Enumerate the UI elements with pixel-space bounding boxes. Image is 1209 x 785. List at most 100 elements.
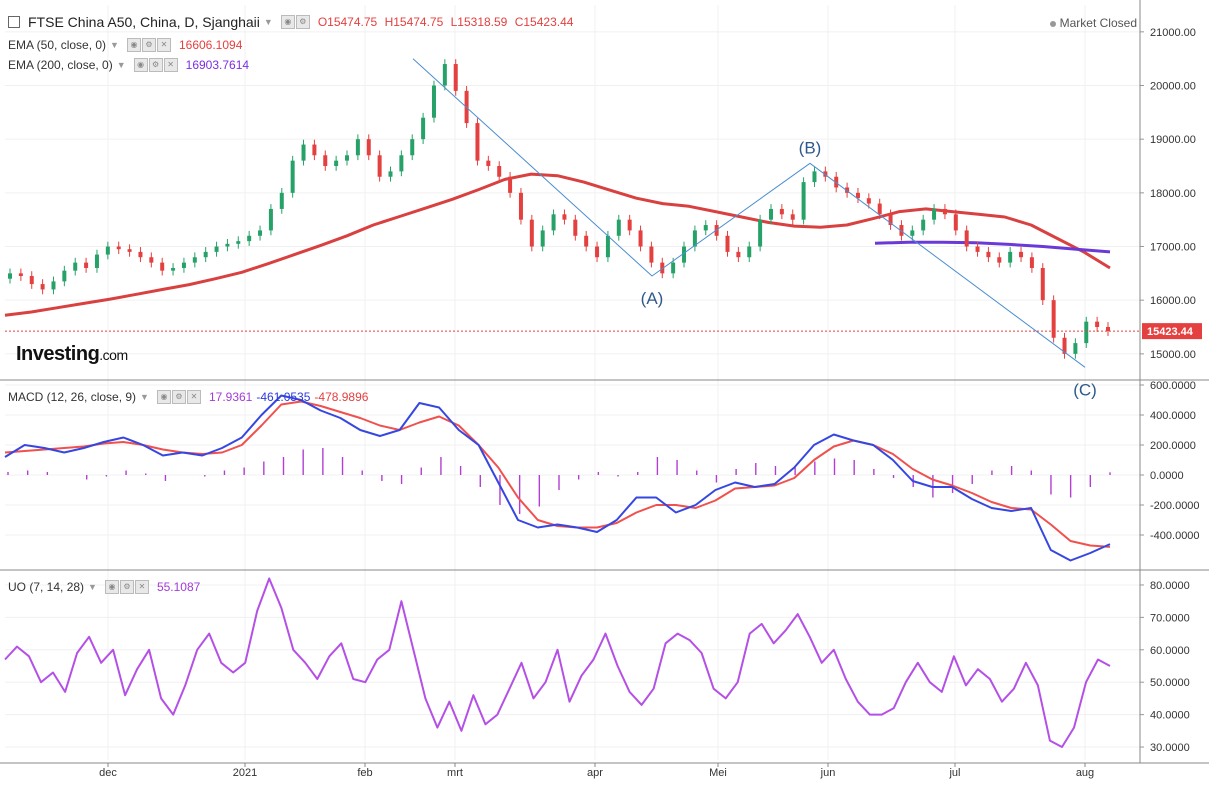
close-icon[interactable]: ✕ [186, 390, 201, 404]
candle-body [290, 160, 295, 193]
candle-body [1008, 251, 1013, 263]
candle-body [584, 235, 589, 247]
candle-body [268, 208, 273, 231]
market-status: Market Closed [1049, 16, 1137, 30]
candle-body [366, 139, 371, 156]
price-axis-tick-label: 20000.00 [1150, 81, 1196, 93]
gear-icon[interactable]: ⚙ [119, 580, 134, 594]
chevron-down-icon[interactable]: ▼ [110, 40, 119, 50]
candle-body [551, 214, 556, 231]
symbol-controls: ◉ ⚙ [280, 15, 310, 29]
low-value: L15318.59 [450, 15, 508, 29]
wave-label: (B) [799, 138, 822, 157]
candle-body [203, 251, 208, 258]
chevron-down-icon[interactable]: ▼ [140, 392, 149, 402]
wave-label: (C) [1073, 380, 1097, 399]
price-axis-tick-label: 18000.00 [1150, 188, 1196, 200]
ema50-controls: ◉ ⚙ ✕ [126, 38, 171, 52]
investing-logo: Investing.com [16, 343, 128, 366]
time-axis-label: aug [1076, 767, 1094, 779]
candle-body [953, 214, 958, 231]
candle-body [573, 219, 578, 236]
gear-icon[interactable]: ⚙ [141, 38, 156, 52]
candle-body [29, 276, 34, 285]
macd-label[interactable]: MACD (12, 26, close, 9) [8, 390, 137, 404]
uo-axis-tick-label: 30.0000 [1150, 742, 1190, 754]
candle-body [138, 251, 143, 258]
chevron-down-icon[interactable]: ▼ [88, 582, 97, 592]
candle-body [40, 284, 45, 290]
uo-label[interactable]: UO (7, 14, 28) [8, 580, 85, 594]
uo-axis-tick-label: 60.0000 [1150, 645, 1190, 657]
ohlc-values: O15474.75 H15474.75 L15318.59 C15423.44 [318, 15, 578, 29]
candle-body [355, 139, 360, 156]
candle-body [84, 262, 89, 268]
price-axis-tick-label: 16000.00 [1150, 295, 1196, 307]
uo-legend: UO (7, 14, 28) ▼ ◉ ⚙ ✕ 55.1087 [8, 580, 200, 594]
ema50-label[interactable]: EMA (50, close, 0) [8, 38, 107, 52]
candle-body [703, 225, 708, 231]
candle-body [605, 235, 610, 258]
candle-body [508, 176, 513, 193]
candle-body [279, 192, 284, 209]
eye-icon[interactable]: ◉ [104, 580, 119, 594]
close-icon[interactable]: ✕ [163, 58, 178, 72]
candle-body [725, 235, 730, 252]
candle-body [747, 246, 752, 258]
chevron-down-icon[interactable]: ▼ [263, 17, 273, 27]
candle-body [149, 257, 154, 263]
macd-axis-tick-label: 600.0000 [1150, 380, 1196, 392]
candle-body [877, 203, 882, 215]
gear-icon[interactable]: ⚙ [171, 390, 186, 404]
candle-body [225, 243, 230, 247]
close-icon[interactable]: ✕ [134, 580, 149, 594]
time-axis-label: dec [99, 767, 117, 779]
gear-icon[interactable]: ⚙ [295, 15, 310, 29]
ema50-line [4, 172, 1111, 317]
eye-icon[interactable]: ◉ [126, 38, 141, 52]
macd-line-value: -461.0535 [256, 390, 311, 404]
candle-body [116, 246, 121, 250]
candle-body [214, 246, 219, 252]
candle-body [323, 155, 328, 167]
symbol-title[interactable]: FTSE China A50, China, D, Sjanghaii [28, 14, 260, 30]
market-status-text: Market Closed [1059, 16, 1137, 30]
candle-body [562, 214, 567, 220]
candle-body [529, 219, 534, 247]
high-value: H15474.75 [384, 15, 444, 29]
candle-body [62, 270, 67, 282]
candle-body [801, 182, 806, 220]
uo-axis-tick-label: 80.0000 [1150, 580, 1190, 592]
candle-body [834, 176, 839, 188]
candle-body [1051, 300, 1056, 338]
candle-body [910, 230, 915, 236]
ema200-legend: EMA (200, close, 0) ▼ ◉ ⚙ ✕ 16903.7614 [8, 58, 249, 72]
candle-body [616, 219, 621, 236]
macd-legend: MACD (12, 26, close, 9) ▼ ◉ ⚙ ✕ 17.9361 … [8, 390, 368, 404]
candle-body [1040, 267, 1045, 301]
candle-body [518, 192, 523, 220]
candle-body [442, 64, 447, 86]
eye-icon[interactable]: ◉ [133, 58, 148, 72]
ema50-legend: EMA (50, close, 0) ▼ ◉ ⚙ ✕ 16606.1094 [8, 38, 242, 52]
ema200-label[interactable]: EMA (200, close, 0) [8, 58, 113, 72]
candle-body [334, 160, 339, 167]
eye-icon[interactable]: ◉ [280, 15, 295, 29]
chevron-down-icon[interactable]: ▼ [116, 60, 126, 70]
candle-body [73, 262, 78, 271]
close-icon[interactable]: ✕ [156, 38, 171, 52]
eye-icon[interactable]: ◉ [156, 390, 171, 404]
candle-body [758, 219, 763, 247]
candle-body [866, 198, 871, 204]
candle-body [431, 85, 436, 118]
uo-line [4, 577, 1111, 748]
candle-body [975, 246, 980, 252]
close-value: C15423.44 [514, 15, 574, 29]
candle-body [595, 246, 600, 258]
macd-axis-tick-label: -200.0000 [1150, 500, 1200, 512]
macd-controls: ◉ ⚙ ✕ [156, 390, 201, 404]
candle-body [171, 267, 176, 271]
gear-icon[interactable]: ⚙ [148, 58, 163, 72]
candle-body [1062, 337, 1067, 354]
